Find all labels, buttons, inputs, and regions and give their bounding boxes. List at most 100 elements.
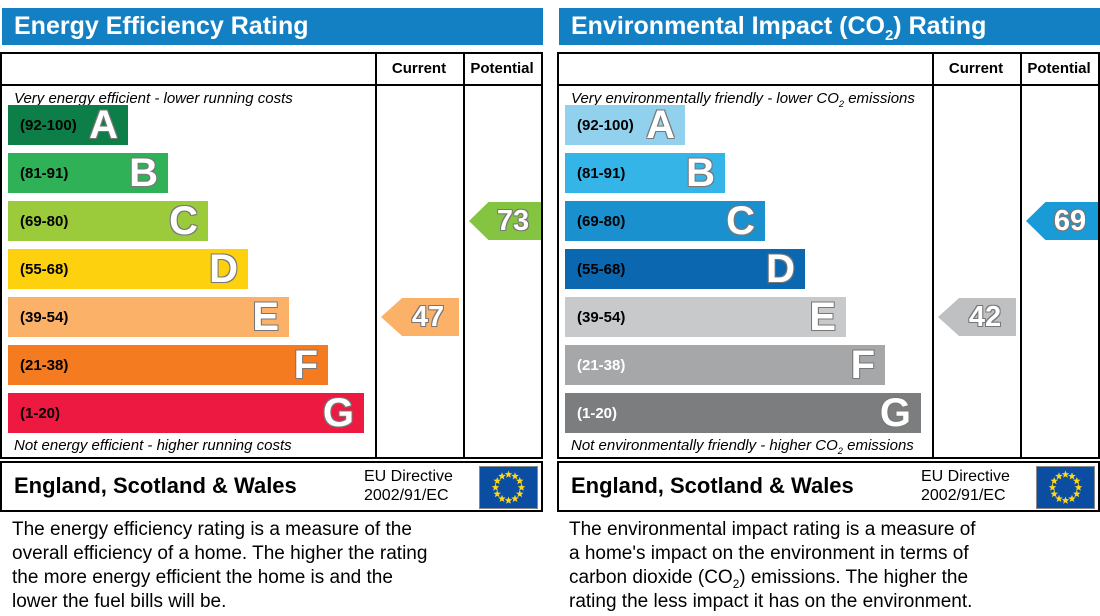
band-range: (55-68) (577, 260, 626, 278)
bottom-caption: Not environmentally friendly - higher CO… (571, 437, 914, 456)
band-letter: B (686, 151, 715, 195)
band-letter: E (252, 295, 279, 339)
bottom-caption: Not energy efficient - higher running co… (14, 437, 292, 454)
band-a: (92-100) A (8, 105, 128, 145)
band-b: (81-91) B (8, 153, 168, 193)
band-b: (81-91) B (565, 153, 725, 193)
panel-title: Energy Efficiency Rating (14, 12, 309, 40)
band-a: (92-100) A (565, 105, 685, 145)
band-e: (39-54) E (8, 297, 289, 337)
text-segment: emissions (844, 90, 915, 107)
header-divider (559, 84, 1098, 86)
current-column-header: Current (948, 60, 1004, 77)
subscript-2: 2 (884, 27, 894, 44)
eu-directive-line: EU Directive (364, 468, 453, 485)
band-f: (21-38) F (8, 345, 328, 385)
description-line: rating the less impact it has on the env… (569, 591, 973, 612)
band-range: (92-100) (577, 116, 634, 134)
description: The environmental impact rating is a mea… (569, 518, 1047, 614)
current-rating-arrow: 42 (938, 298, 1016, 336)
band-letter: C (726, 199, 755, 243)
eu-directive-line: EU Directive (921, 468, 1010, 485)
description-line: carbon dioxide (CO2) emissions. The high… (569, 566, 1047, 590)
text-segment: ) emissions. The higher the (739, 567, 969, 588)
top-caption: Very environmentally friendly - lower CO… (571, 90, 915, 109)
text-segment: Not environmentally friendly - higher CO (571, 437, 838, 454)
band-letter: G (879, 391, 911, 435)
band-range: (69-80) (20, 212, 69, 230)
text-segment: Very environmentally friendly - lower CO (571, 90, 839, 107)
band-range: (92-100) (20, 116, 77, 134)
text-segment: Environmental Impact (CO (571, 12, 885, 40)
rating-chart: Current Potential Very environmentally f… (557, 52, 1100, 459)
potential-rating-arrow: 69 (1026, 202, 1098, 240)
band-c: (69-80) C (8, 201, 208, 241)
description: The energy efficiency rating is a measur… (12, 518, 490, 614)
eu-flag-icon (1036, 466, 1095, 509)
text-segment: carbon dioxide (CO (569, 567, 733, 588)
potential-rating-value: 73 (496, 204, 530, 237)
band-g: (1-20) G (565, 393, 921, 433)
jurisdiction-footer: England, Scotland & Wales EU Directive 2… (557, 461, 1100, 512)
panel-title: Environmental Impact (CO2) Rating (559, 12, 987, 43)
subscript-2: 2 (838, 99, 845, 109)
band-range: (55-68) (20, 260, 69, 278)
energy-efficiency-panel: Energy Efficiency Rating Current Potenti… (0, 0, 543, 616)
band-range: (69-80) (577, 212, 626, 230)
potential-rating-value: 69 (1053, 204, 1087, 237)
band-letter: B (129, 151, 158, 195)
band-range: (1-20) (20, 404, 61, 422)
band-e: (39-54) E (565, 297, 846, 337)
column-divider (1020, 54, 1022, 457)
band-letter: C (169, 199, 198, 243)
description-line: The energy efficiency rating is a measur… (12, 519, 412, 540)
eu-directive-line: 2002/91/EC (921, 487, 1006, 504)
band-range: (81-91) (577, 164, 626, 182)
eu-flag-icon (479, 466, 538, 509)
current-rating-value: 42 (968, 300, 1002, 333)
header-divider (2, 84, 541, 86)
band-letter: F (293, 343, 318, 387)
current-rating-arrow: 47 (381, 298, 459, 336)
column-divider (375, 54, 377, 457)
band-letter: F (850, 343, 875, 387)
band-c: (69-80) C (565, 201, 765, 241)
description-line: a home's impact on the environment in te… (569, 543, 969, 564)
column-divider (463, 54, 465, 457)
band-f: (21-38) F (565, 345, 885, 385)
band-d: (55-68) D (8, 249, 248, 289)
current-column-header: Current (391, 60, 447, 77)
subscript-2: 2 (837, 446, 843, 456)
band-d: (55-68) D (565, 249, 805, 289)
current-rating-value: 47 (411, 300, 445, 333)
band-letter: E (809, 295, 836, 339)
description-line: The environmental impact rating is a mea… (569, 519, 976, 540)
panel-title-bar: Energy Efficiency Rating (2, 8, 543, 45)
potential-column-header: Potential (470, 60, 534, 77)
environmental-impact-panel: Environmental Impact (CO2) Rating Curren… (557, 0, 1100, 616)
band-letter: A (89, 103, 118, 147)
rating-chart: Current Potential Very energy efficient … (0, 52, 543, 459)
text-segment: emissions (842, 437, 914, 454)
band-g: (1-20) G (8, 393, 364, 433)
text-segment: ) Rating (893, 12, 987, 40)
panel-title-bar: Environmental Impact (CO2) Rating (559, 8, 1100, 45)
band-letter: G (322, 391, 354, 435)
band-range: (81-91) (20, 164, 69, 182)
eu-directive-label: EU Directive 2002/91/EC (364, 467, 453, 505)
eu-directive-line: 2002/91/EC (364, 487, 449, 504)
description-line: overall efficiency of a home. The higher… (12, 543, 428, 564)
band-range: (1-20) (577, 404, 618, 422)
subscript-2: 2 (732, 577, 740, 591)
band-range: (39-54) (577, 308, 626, 326)
jurisdiction-footer: England, Scotland & Wales EU Directive 2… (0, 461, 543, 512)
jurisdiction-label: England, Scotland & Wales (571, 473, 854, 498)
band-range: (21-38) (577, 356, 626, 374)
description-line: lower the fuel bills will be. (12, 591, 227, 612)
band-letter: D (766, 247, 795, 291)
column-divider (932, 54, 934, 457)
band-range: (39-54) (20, 308, 69, 326)
band-letter: D (209, 247, 238, 291)
band-range: (21-38) (20, 356, 69, 374)
